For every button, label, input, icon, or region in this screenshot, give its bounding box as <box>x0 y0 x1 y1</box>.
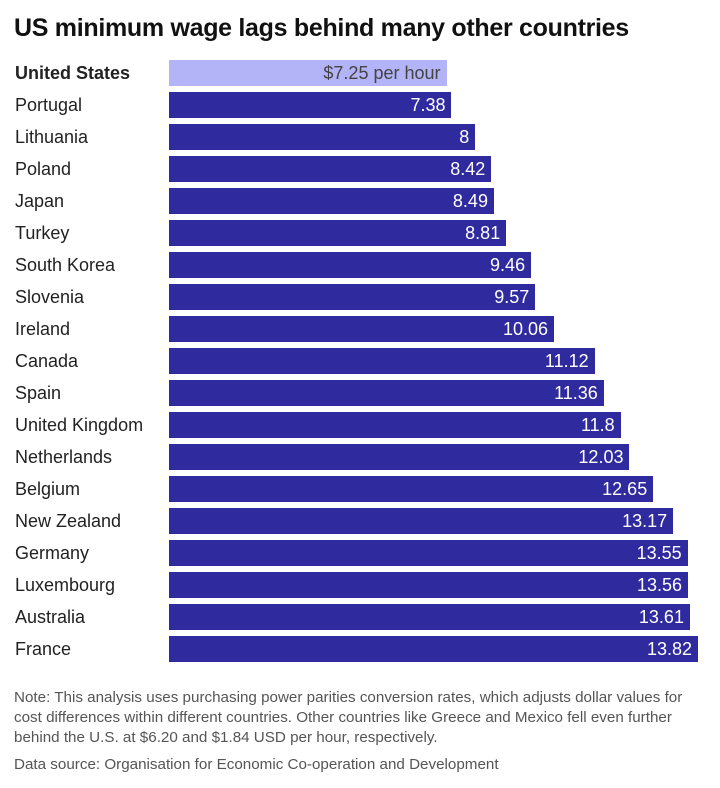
bar <box>169 316 555 342</box>
bar <box>169 252 532 278</box>
category-label: Poland <box>15 159 72 179</box>
data-label: 13.82 <box>646 639 692 659</box>
category-label: Germany <box>15 543 90 563</box>
data-label: 12.03 <box>578 447 624 467</box>
data-label: 13.17 <box>622 511 668 531</box>
data-source: Data source: Organisation for Economic C… <box>14 756 499 773</box>
data-label: 8.49 <box>452 191 488 211</box>
bar-chart: United States $7.25 per hour Portugal 7.38 L… <box>0 58 720 668</box>
category-label: France <box>15 639 72 659</box>
bar <box>169 380 604 406</box>
category-label: Netherlands <box>15 447 113 467</box>
category-label: New Zealand <box>15 511 122 531</box>
bar <box>169 444 630 470</box>
bar <box>169 636 698 662</box>
data-label: 13.56 <box>637 575 683 595</box>
data-label: 8.42 <box>450 159 486 179</box>
category-label: Japan <box>15 191 65 211</box>
data-label: 11.12 <box>544 351 589 371</box>
data-label: 9.46 <box>490 255 526 275</box>
bar <box>169 124 476 150</box>
bar <box>169 284 536 310</box>
data-label: 13.55 <box>636 543 682 563</box>
category-label: United States <box>15 63 131 83</box>
data-label: 11.36 <box>554 383 598 403</box>
data-label: $7.25 per hour <box>323 63 441 83</box>
data-label: 8.81 <box>465 223 501 243</box>
bar <box>169 572 689 598</box>
category-label: Lithuania <box>15 127 89 147</box>
data-label: 10.06 <box>503 319 549 339</box>
bar <box>169 476 654 502</box>
bar <box>169 348 595 374</box>
data-label: 8 <box>459 127 470 147</box>
category-label: Belgium <box>15 479 81 499</box>
category-label: Canada <box>15 351 79 371</box>
bar <box>169 540 688 566</box>
bar <box>169 92 452 118</box>
data-label: 9.57 <box>494 287 530 307</box>
category-label: Portugal <box>15 95 83 115</box>
category-label: Turkey <box>15 223 70 243</box>
bar <box>169 220 507 246</box>
bar <box>169 604 690 630</box>
chart-title: US minimum wage lags behind many other c… <box>14 14 629 42</box>
data-label: 12.65 <box>602 479 648 499</box>
category-label: Ireland <box>15 319 71 339</box>
category-label: Luxembourg <box>15 575 116 595</box>
data-label: 7.38 <box>410 95 446 115</box>
bar <box>169 412 621 438</box>
data-label: 13.61 <box>638 607 684 627</box>
category-label: Australia <box>15 607 86 627</box>
bar <box>169 508 674 534</box>
category-label: Slovenia <box>15 287 85 307</box>
bar <box>169 60 447 86</box>
category-label: South Korea <box>15 255 116 275</box>
category-label: Spain <box>15 383 62 403</box>
bar <box>169 156 492 182</box>
category-label: United Kingdom <box>15 415 144 435</box>
data-label: 11.8 <box>580 415 615 435</box>
chart-note: Note: This analysis uses purchasing powe… <box>14 689 683 746</box>
bar <box>169 188 494 214</box>
